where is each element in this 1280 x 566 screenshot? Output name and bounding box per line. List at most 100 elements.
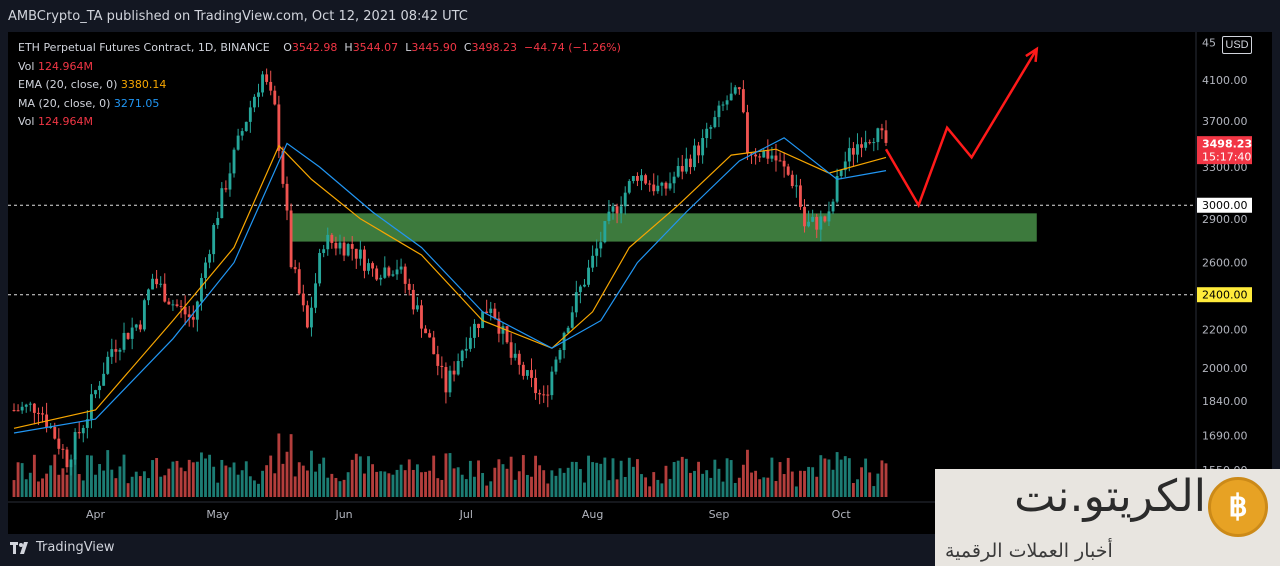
candle[interactable] <box>37 412 40 414</box>
candle[interactable] <box>448 370 452 393</box>
candle[interactable] <box>525 370 529 376</box>
candle[interactable] <box>603 221 607 243</box>
candle[interactable] <box>118 349 122 352</box>
candle[interactable] <box>721 104 725 106</box>
candle[interactable] <box>240 131 244 136</box>
candle[interactable] <box>122 332 126 350</box>
candle[interactable] <box>811 216 815 222</box>
candle[interactable] <box>334 242 338 249</box>
candle[interactable] <box>799 185 802 207</box>
candle[interactable] <box>880 128 884 131</box>
candle[interactable] <box>142 300 146 330</box>
candle[interactable] <box>195 301 199 320</box>
candle[interactable] <box>155 278 159 285</box>
candle[interactable] <box>574 292 578 313</box>
candle[interactable] <box>330 234 334 243</box>
candle[interactable] <box>363 249 366 271</box>
candle[interactable] <box>648 183 652 185</box>
candle[interactable] <box>868 142 872 144</box>
candle[interactable] <box>693 145 696 168</box>
candle[interactable] <box>623 192 627 207</box>
candle[interactable] <box>725 100 729 105</box>
candle[interactable] <box>354 248 358 259</box>
candle[interactable] <box>591 255 595 268</box>
candle[interactable] <box>138 324 142 330</box>
candle[interactable] <box>167 301 171 305</box>
candle[interactable] <box>403 266 407 284</box>
candle[interactable] <box>729 93 733 101</box>
candle[interactable] <box>171 304 175 306</box>
candle[interactable] <box>252 96 256 108</box>
candle[interactable] <box>570 312 574 328</box>
candle[interactable] <box>493 308 497 319</box>
candle[interactable] <box>257 92 260 97</box>
candle[interactable] <box>415 305 419 310</box>
candle[interactable] <box>383 267 387 278</box>
candle[interactable] <box>175 304 179 307</box>
candle[interactable] <box>473 323 476 338</box>
candle[interactable] <box>733 87 737 94</box>
candle[interactable] <box>61 448 65 450</box>
tradingview-logo[interactable]: TradingView <box>10 540 115 555</box>
candle[interactable] <box>220 188 224 219</box>
candle[interactable] <box>163 283 167 302</box>
candle[interactable] <box>85 419 89 428</box>
candle[interactable] <box>542 394 546 396</box>
candle[interactable] <box>285 183 289 211</box>
candle[interactable] <box>538 393 542 395</box>
candle[interactable] <box>644 175 648 184</box>
candle[interactable] <box>521 364 525 376</box>
candle[interactable] <box>49 427 53 429</box>
candle[interactable] <box>550 371 554 396</box>
candle[interactable] <box>741 89 745 113</box>
candle[interactable] <box>688 158 692 168</box>
candle[interactable] <box>701 138 705 156</box>
candle[interactable] <box>680 166 684 172</box>
candle[interactable] <box>318 252 322 284</box>
candle[interactable] <box>183 306 187 315</box>
candle[interactable] <box>505 326 509 343</box>
candle[interactable] <box>819 216 823 230</box>
candle[interactable] <box>265 74 269 82</box>
candle[interactable] <box>566 327 570 333</box>
candle[interactable] <box>134 324 138 328</box>
candle[interactable] <box>53 427 57 439</box>
candle[interactable] <box>872 142 876 144</box>
candle[interactable] <box>774 155 778 161</box>
candle[interactable] <box>794 185 798 187</box>
candle[interactable] <box>627 181 631 193</box>
candle[interactable] <box>16 410 20 412</box>
candle[interactable] <box>191 317 195 320</box>
candle[interactable] <box>464 348 468 351</box>
projection-arrow[interactable] <box>884 48 1038 209</box>
candle[interactable] <box>102 373 106 386</box>
candle[interactable] <box>497 318 501 334</box>
candle[interactable] <box>106 356 110 374</box>
candle[interactable] <box>326 234 330 250</box>
candle[interactable] <box>839 170 843 176</box>
candle[interactable] <box>786 166 790 175</box>
candle[interactable] <box>151 278 154 290</box>
candle[interactable] <box>713 117 717 128</box>
candle[interactable] <box>864 142 868 148</box>
candle[interactable] <box>530 370 533 378</box>
candle[interactable] <box>41 413 44 415</box>
candle[interactable] <box>851 148 855 155</box>
candle[interactable] <box>208 254 212 263</box>
candle[interactable] <box>856 144 859 155</box>
candle[interactable] <box>754 154 758 157</box>
candle[interactable] <box>261 74 264 93</box>
candle[interactable] <box>322 249 326 253</box>
candle[interactable] <box>876 128 880 143</box>
candle[interactable] <box>110 349 114 357</box>
candle[interactable] <box>778 160 782 162</box>
candle[interactable] <box>407 283 411 290</box>
candle[interactable] <box>73 432 77 460</box>
candle[interactable] <box>314 283 317 308</box>
candle[interactable] <box>428 333 432 338</box>
candle[interactable] <box>558 350 562 360</box>
candle[interactable] <box>815 216 819 230</box>
candle[interactable] <box>684 158 688 172</box>
candle[interactable] <box>375 268 379 280</box>
candle[interactable] <box>485 311 489 314</box>
